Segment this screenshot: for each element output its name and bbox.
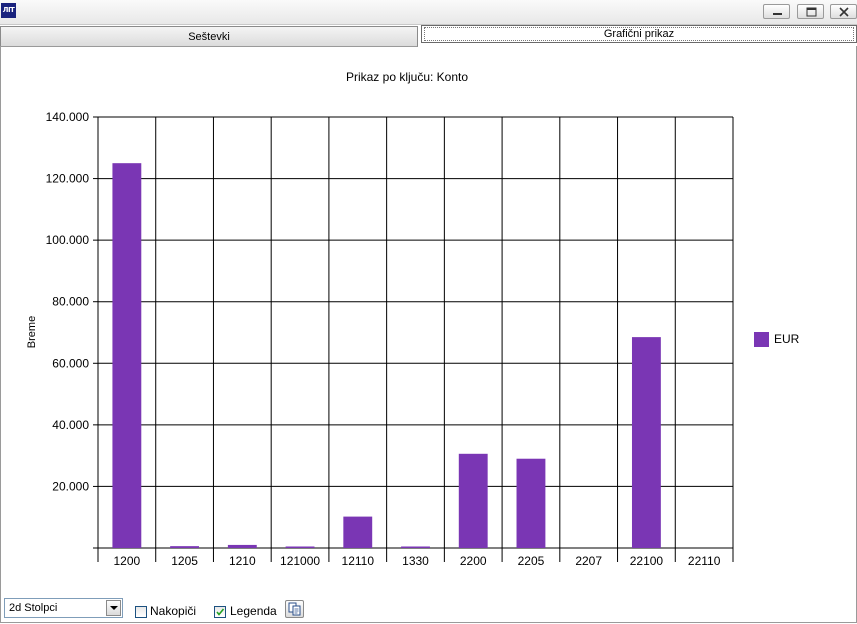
bar [631, 337, 661, 548]
y-tick-label: 60.000 [52, 356, 89, 370]
stack-checkbox[interactable] [135, 606, 147, 618]
x-tick-label: 2205 [518, 554, 545, 568]
bar [343, 516, 373, 548]
app-logo-icon: ЛIT [1, 3, 16, 18]
bar [170, 546, 200, 548]
y-tick-label: 100.000 [46, 233, 90, 247]
y-tick-label: 140.000 [46, 110, 90, 124]
tab-graficni-prikaz-label: Grafični prikaz [603, 28, 675, 40]
legend-label: Legenda [230, 604, 277, 618]
chart-title: Prikaz po ključu: Konto [346, 70, 468, 84]
legend-label: EUR [774, 332, 800, 346]
title-bar: ЛIT [0, 0, 857, 25]
x-tick-label: 1330 [402, 554, 429, 568]
close-button[interactable] [830, 4, 857, 19]
stack-label: Nakopiči [150, 604, 197, 618]
tab-sestevki[interactable]: Seštevki [0, 26, 418, 47]
bar [516, 458, 546, 548]
x-tick-label: 1210 [229, 554, 256, 568]
copy-button[interactable] [285, 600, 304, 618]
y-tick-label: 80.000 [52, 295, 89, 309]
y-tick-label: 120.000 [46, 172, 90, 186]
x-tick-label: 1200 [114, 554, 141, 568]
bar [401, 546, 430, 548]
dropdown-arrow-button[interactable] [106, 600, 121, 616]
chart-type-value: 2d Stolpci [9, 602, 58, 614]
bar [227, 544, 257, 548]
tab-graficni-prikaz[interactable]: Grafični prikaz [421, 25, 857, 43]
focus-rectangle [424, 27, 854, 41]
y-axis-label: Breme [26, 316, 38, 348]
legend-checkbox[interactable] [214, 606, 226, 618]
bar-chart: Prikaz po ključu: Konto 140.000 120.000 100… [26, 70, 800, 568]
x-tick-label: 121000 [280, 554, 320, 568]
bar [458, 453, 488, 548]
bar [285, 546, 315, 548]
chart-type-select[interactable]: 2d Stolpci [4, 598, 123, 618]
checkmark-icon [216, 608, 225, 616]
copy-icon [288, 602, 301, 616]
bar [112, 163, 142, 548]
x-tick-label: 22110 [688, 554, 721, 568]
x-tick-label: 12110 [342, 554, 375, 568]
x-tick-label: 1205 [171, 554, 198, 568]
legend-swatch [754, 332, 769, 347]
tab-strip: Seštevki Grafični prikaz [0, 24, 857, 47]
x-tick-label: 22100 [630, 554, 664, 568]
y-tick-label: 20.000 [52, 479, 89, 493]
minimize-button[interactable] [763, 4, 790, 19]
y-tick-label: 40.000 [52, 418, 89, 432]
chevron-down-icon [110, 606, 118, 610]
x-tick-label: 2207 [575, 554, 602, 568]
maximize-button[interactable] [797, 4, 824, 19]
bottom-toolbar: 2d Stolpci [0, 596, 857, 622]
x-tick-label: 2200 [460, 554, 487, 568]
